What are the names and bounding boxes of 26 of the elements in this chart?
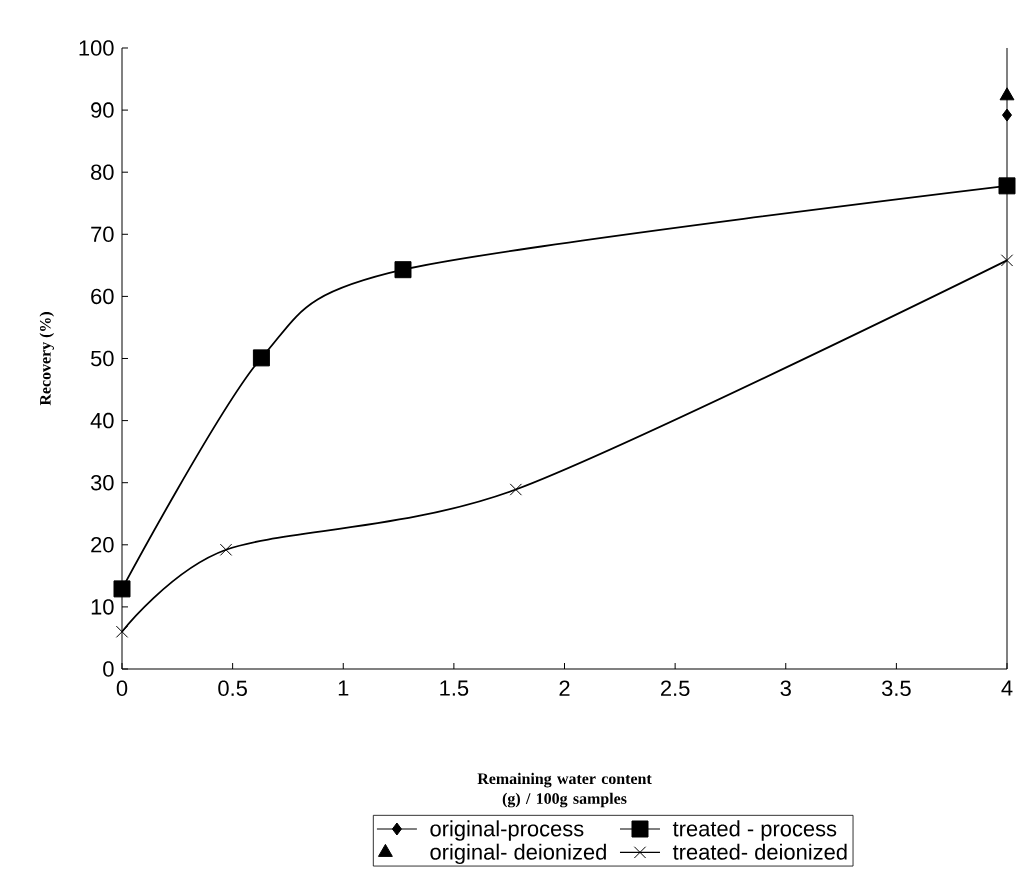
- x-tick-label: 2: [559, 680, 570, 696]
- x-tick-label: 3.5: [881, 680, 911, 697]
- y-tick-label: 100: [79, 40, 114, 56]
- x-axis-title: Remaining water content (g) / 100g samples: [477, 772, 652, 808]
- y-tick-label: 80: [91, 164, 114, 180]
- y-tick-label: 40: [90, 412, 114, 429]
- y-tick-label: 70: [91, 226, 114, 243]
- legend-label: treated- deionized: [672, 843, 847, 860]
- legend-label: original- deionized: [430, 843, 606, 865]
- x-tick-label: 3: [780, 680, 791, 697]
- x-tick-label: 0: [116, 680, 128, 697]
- y-tick-label: 0: [103, 661, 114, 677]
- y-tick-label: 30: [90, 474, 114, 491]
- y-tick-label: 60: [91, 288, 114, 305]
- x-tick-label: 4: [1001, 680, 1013, 696]
- y-tick-label: 50: [90, 350, 114, 367]
- x-tick-label: 2.5: [661, 680, 690, 697]
- x-tick-label: 0.5: [218, 680, 247, 697]
- x-tick-label: 1: [338, 680, 349, 696]
- legend-label: treated - process: [672, 820, 837, 841]
- y-tick-label: 20: [91, 537, 114, 553]
- y-axis-title: Recovery (%): [39, 312, 55, 406]
- y-tick-label: 10: [91, 599, 114, 615]
- legend-label: original-process: [430, 820, 584, 841]
- y-tick-label: 90: [91, 102, 114, 118]
- x-tick-label: 1.5: [440, 680, 469, 696]
